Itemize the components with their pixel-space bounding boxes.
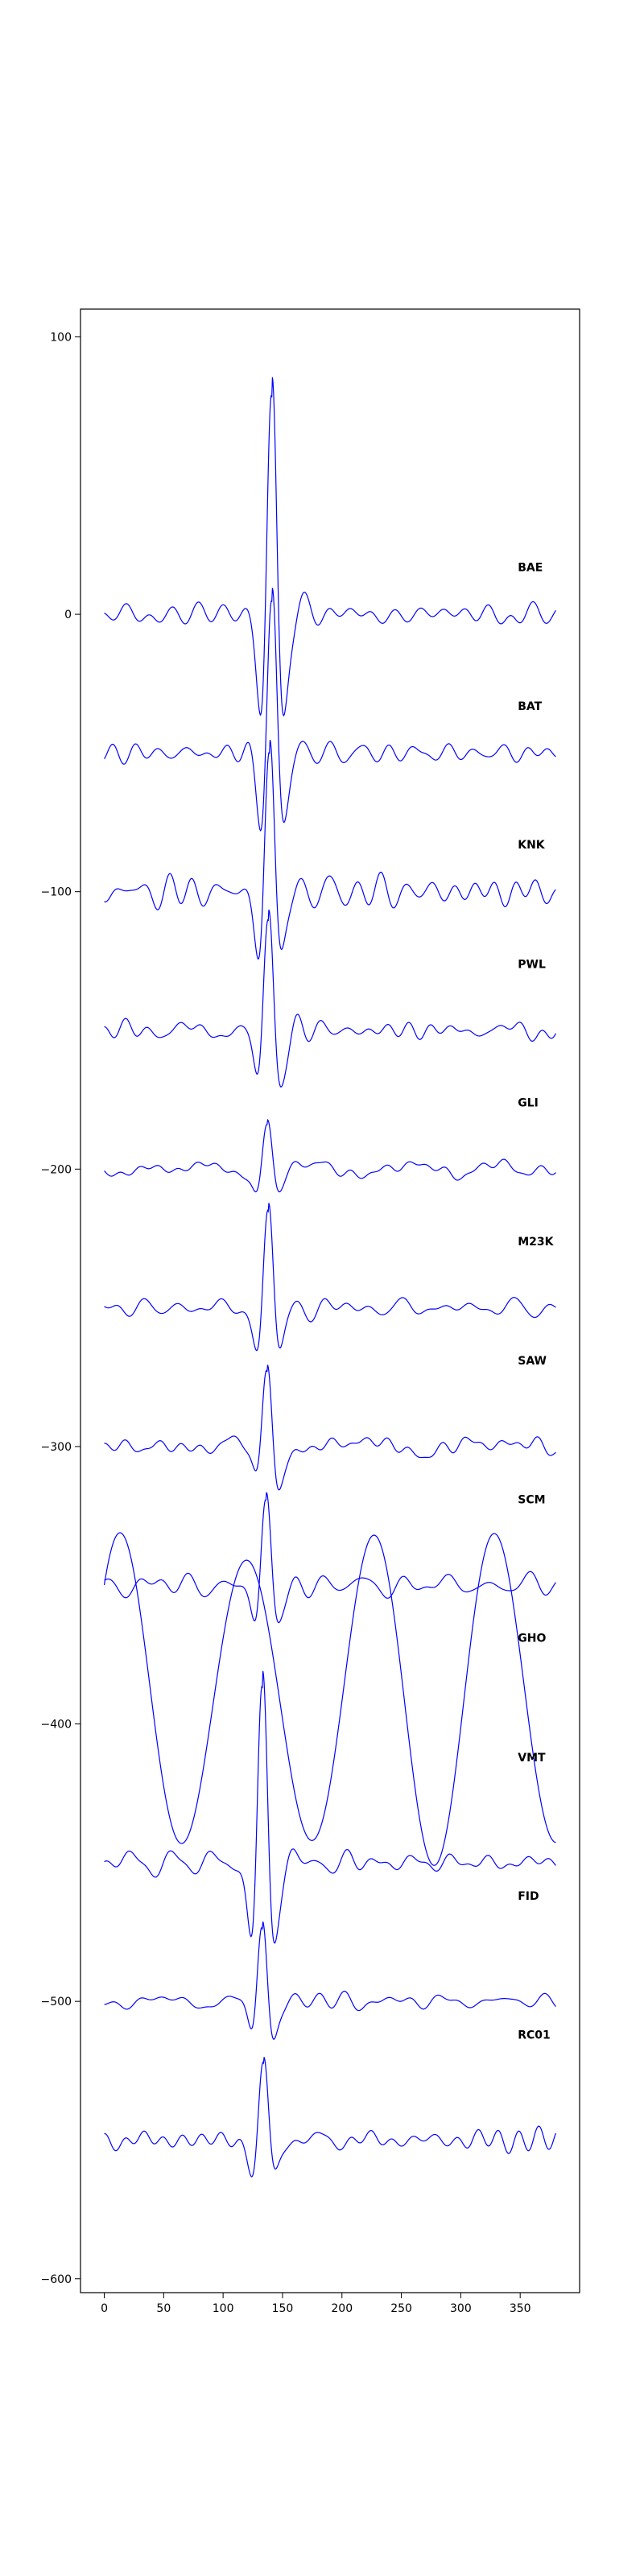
y-tick-label: −500 [41, 1996, 72, 2008]
station-label-rc01: RC01 [518, 2029, 551, 2042]
station-label-gli: GLI [518, 1097, 539, 1110]
x-tick-label: 50 [156, 2302, 171, 2315]
plot-area-frame [80, 308, 580, 2293]
y-axis-ticks: 100 0 −100 −200 −300 −400 −500 −600 [41, 331, 80, 2286]
trace-fid [104, 1921, 556, 2040]
station-label-fid: FID [518, 1890, 539, 1903]
y-tick-label: 0 [64, 609, 72, 621]
station-label-bat: BAT [518, 700, 542, 713]
y-tick-label: −300 [41, 1441, 72, 1454]
station-label-saw: SAW [518, 1355, 547, 1368]
y-tick-label: −100 [41, 886, 72, 899]
seismic-traces [103, 377, 557, 2178]
trace-gho [103, 1532, 556, 1866]
x-tick-label: 150 [272, 2302, 294, 2315]
y-tick-label: −200 [41, 1163, 72, 1176]
station-labels: BAE BAT KNK PWL GLI M23K SAW SCM GHO VMT FID RC01 [518, 561, 554, 2041]
trace-m23k [104, 1203, 556, 1352]
x-tick-label: 100 [213, 2302, 234, 2315]
station-label-gho: GHO [518, 1633, 546, 1645]
station-label-vmt: VMT [518, 1752, 546, 1765]
x-tick-label: 250 [390, 2302, 412, 2315]
trace-rc01 [104, 2057, 557, 2178]
y-tick-label: 100 [50, 331, 72, 344]
station-label-knk: KNK [518, 839, 546, 852]
trace-pwl [104, 909, 557, 1088]
x-tick-label: 0 [101, 2302, 108, 2315]
trace-scm [104, 1492, 556, 1624]
trace-knk [104, 739, 556, 960]
station-label-m23k: M23K [518, 1236, 554, 1249]
trace-vmt [104, 1670, 556, 1944]
y-tick-label: −600 [41, 2273, 72, 2286]
trace-saw [104, 1364, 556, 1491]
y-tick-label: −400 [41, 1719, 72, 1732]
trace-bat [104, 588, 556, 832]
station-label-bae: BAE [518, 561, 543, 574]
station-label-pwl: PWL [518, 958, 546, 971]
station-label-scm: SCM [518, 1493, 545, 1506]
x-tick-label: 300 [450, 2302, 472, 2315]
trace-gli [104, 1118, 556, 1193]
x-tick-label: 350 [510, 2302, 531, 2315]
x-tick-label: 200 [331, 2302, 353, 2315]
trace-bae [104, 377, 556, 717]
x-axis-ticks: 0 50 100 150 200 250 300 350 [101, 2293, 531, 2315]
